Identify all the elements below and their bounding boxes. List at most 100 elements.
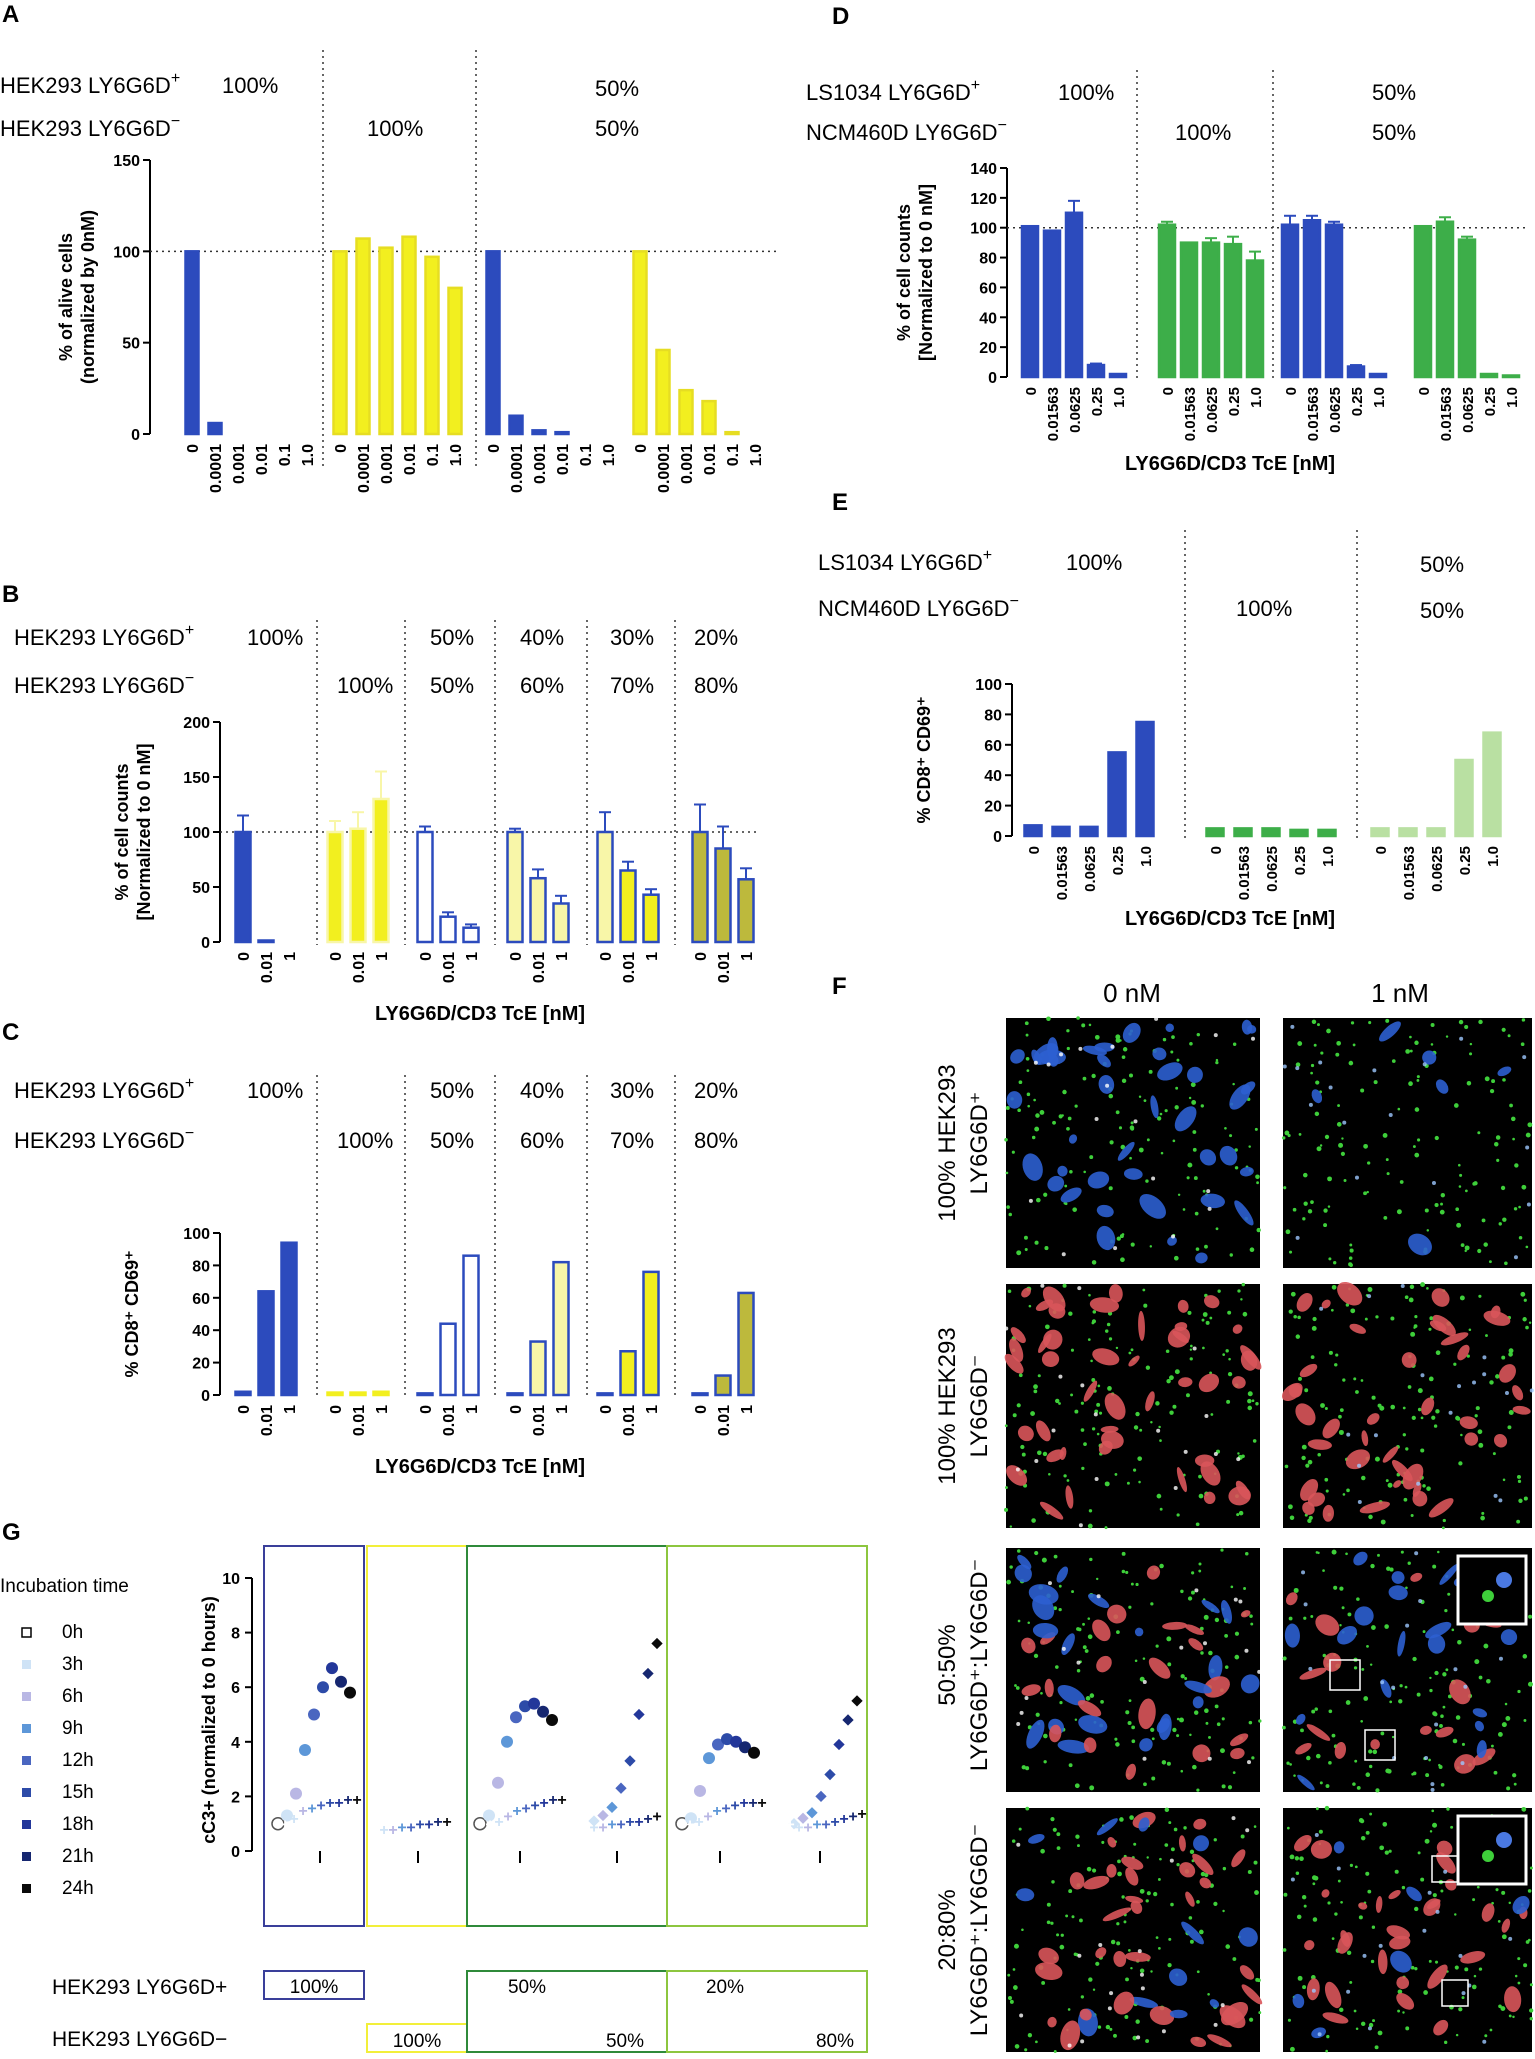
green-dot	[1495, 1374, 1500, 1379]
green-dot	[1520, 1042, 1525, 1047]
g-point	[633, 1708, 645, 1721]
speck	[1513, 1255, 1518, 1260]
green-dot	[1447, 1694, 1452, 1699]
speck	[1113, 1246, 1118, 1251]
cell-blob	[1457, 1344, 1470, 1361]
green-dot	[1510, 1116, 1516, 1122]
green-dot	[1328, 1761, 1332, 1765]
green-dot	[1062, 1089, 1067, 1095]
speck	[1482, 2039, 1487, 2044]
x-tick-label: 0.0625	[1460, 387, 1477, 433]
g-point: +	[557, 1792, 566, 1809]
green-dot	[1516, 1474, 1521, 1479]
green-dot	[1067, 2008, 1071, 2011]
green-dot	[1083, 1442, 1087, 1447]
green-dot	[1021, 1452, 1026, 1457]
cell-blob	[1149, 2006, 1175, 2026]
green-dot	[1191, 1100, 1197, 1105]
y-tick-label: 200	[183, 715, 210, 732]
speck	[1301, 1570, 1306, 1575]
g-point: +	[598, 1819, 607, 1836]
green-dot	[1046, 1016, 1051, 1022]
green-dot	[1444, 1608, 1448, 1613]
green-dot	[1343, 1178, 1347, 1182]
cell-blob	[1321, 1889, 1330, 1898]
green-dot	[1488, 1260, 1492, 1264]
green-dot	[1364, 1317, 1368, 1321]
x-tick-label: 0.0625	[1429, 846, 1446, 892]
cell-blob	[1032, 1595, 1055, 1621]
g-point: +	[494, 1814, 503, 1831]
g-point	[642, 1667, 654, 1680]
cell-blob	[1476, 1740, 1487, 1759]
cell-blob	[1323, 1652, 1342, 1672]
cell-blob	[1122, 1022, 1141, 1043]
green-dot	[1360, 2021, 1366, 2027]
g-point	[703, 1752, 715, 1765]
green-dot	[1135, 1411, 1140, 1417]
green-dot	[1027, 2033, 1033, 2038]
cell-blob	[1307, 1439, 1332, 1450]
cell-blob	[1041, 1351, 1060, 1367]
green-dot	[1350, 1021, 1355, 1025]
green-dot	[1356, 1785, 1361, 1790]
cell-blob	[1201, 1599, 1220, 1614]
green-dot	[1348, 1256, 1353, 1260]
green-dot	[1258, 1719, 1262, 1723]
x-tick-label: 0.01	[531, 1405, 548, 1436]
g-point	[528, 1697, 540, 1710]
green-dot	[1077, 1844, 1080, 1848]
green-dot	[1018, 1827, 1022, 1831]
green-dot	[1312, 1882, 1316, 1886]
bar	[416, 830, 434, 944]
speck	[1460, 1761, 1465, 1766]
green-dot	[1068, 1763, 1073, 1768]
green-dot	[1146, 1856, 1149, 1859]
g-point	[833, 1738, 845, 1751]
green-dot	[1384, 1624, 1389, 1629]
green-dot	[1319, 1781, 1323, 1785]
green-dot	[1190, 1344, 1193, 1348]
green-dot	[1409, 1035, 1412, 1039]
green-dot	[1043, 1760, 1047, 1764]
cell-blob	[1068, 1134, 1078, 1144]
green-dot	[1301, 1444, 1307, 1450]
green-dot	[1371, 1925, 1376, 1929]
g-y-tick-label: 8	[231, 1626, 240, 1643]
x-tick-label: 1.0	[1320, 846, 1337, 867]
green-dot	[1036, 1197, 1041, 1203]
green-dot	[1131, 1725, 1136, 1730]
green-dot	[1142, 1288, 1146, 1292]
green-dot	[1192, 1764, 1197, 1770]
g-point: +	[839, 1811, 848, 1828]
green-dot	[1298, 1376, 1302, 1381]
bar	[701, 399, 717, 436]
green-dot	[1477, 1248, 1482, 1254]
green-dot	[1139, 1428, 1143, 1432]
green-dot	[1187, 1310, 1192, 1315]
green-dot	[1198, 1493, 1204, 1499]
green-dot	[1066, 1479, 1070, 1482]
green-dot	[1097, 2025, 1102, 2029]
x-tick-label: 1.0	[1138, 846, 1155, 867]
green-dot	[1028, 1304, 1032, 1308]
green-dot	[1006, 1205, 1010, 1209]
speck	[1431, 1181, 1436, 1186]
green-dot	[1164, 1109, 1168, 1113]
bar	[401, 235, 417, 436]
green-dot	[1514, 1163, 1519, 1168]
green-dot	[1347, 1612, 1352, 1617]
x-tick-label: 0.01563	[1236, 846, 1253, 900]
green-dot	[1409, 1284, 1415, 1289]
green-dot	[1368, 1021, 1372, 1025]
speck	[1231, 1816, 1236, 1821]
green-dot	[1247, 1398, 1252, 1404]
green-dot	[1349, 1243, 1353, 1247]
c-pos-pct-4: 40%	[520, 1078, 564, 1103]
x-tick-label: 0.0625	[1067, 387, 1084, 433]
bar	[234, 830, 252, 944]
green-dot	[1064, 1184, 1068, 1188]
cell-blob	[1104, 1393, 1126, 1420]
green-dot	[1011, 1839, 1016, 1843]
green-dot	[1459, 1173, 1463, 1177]
